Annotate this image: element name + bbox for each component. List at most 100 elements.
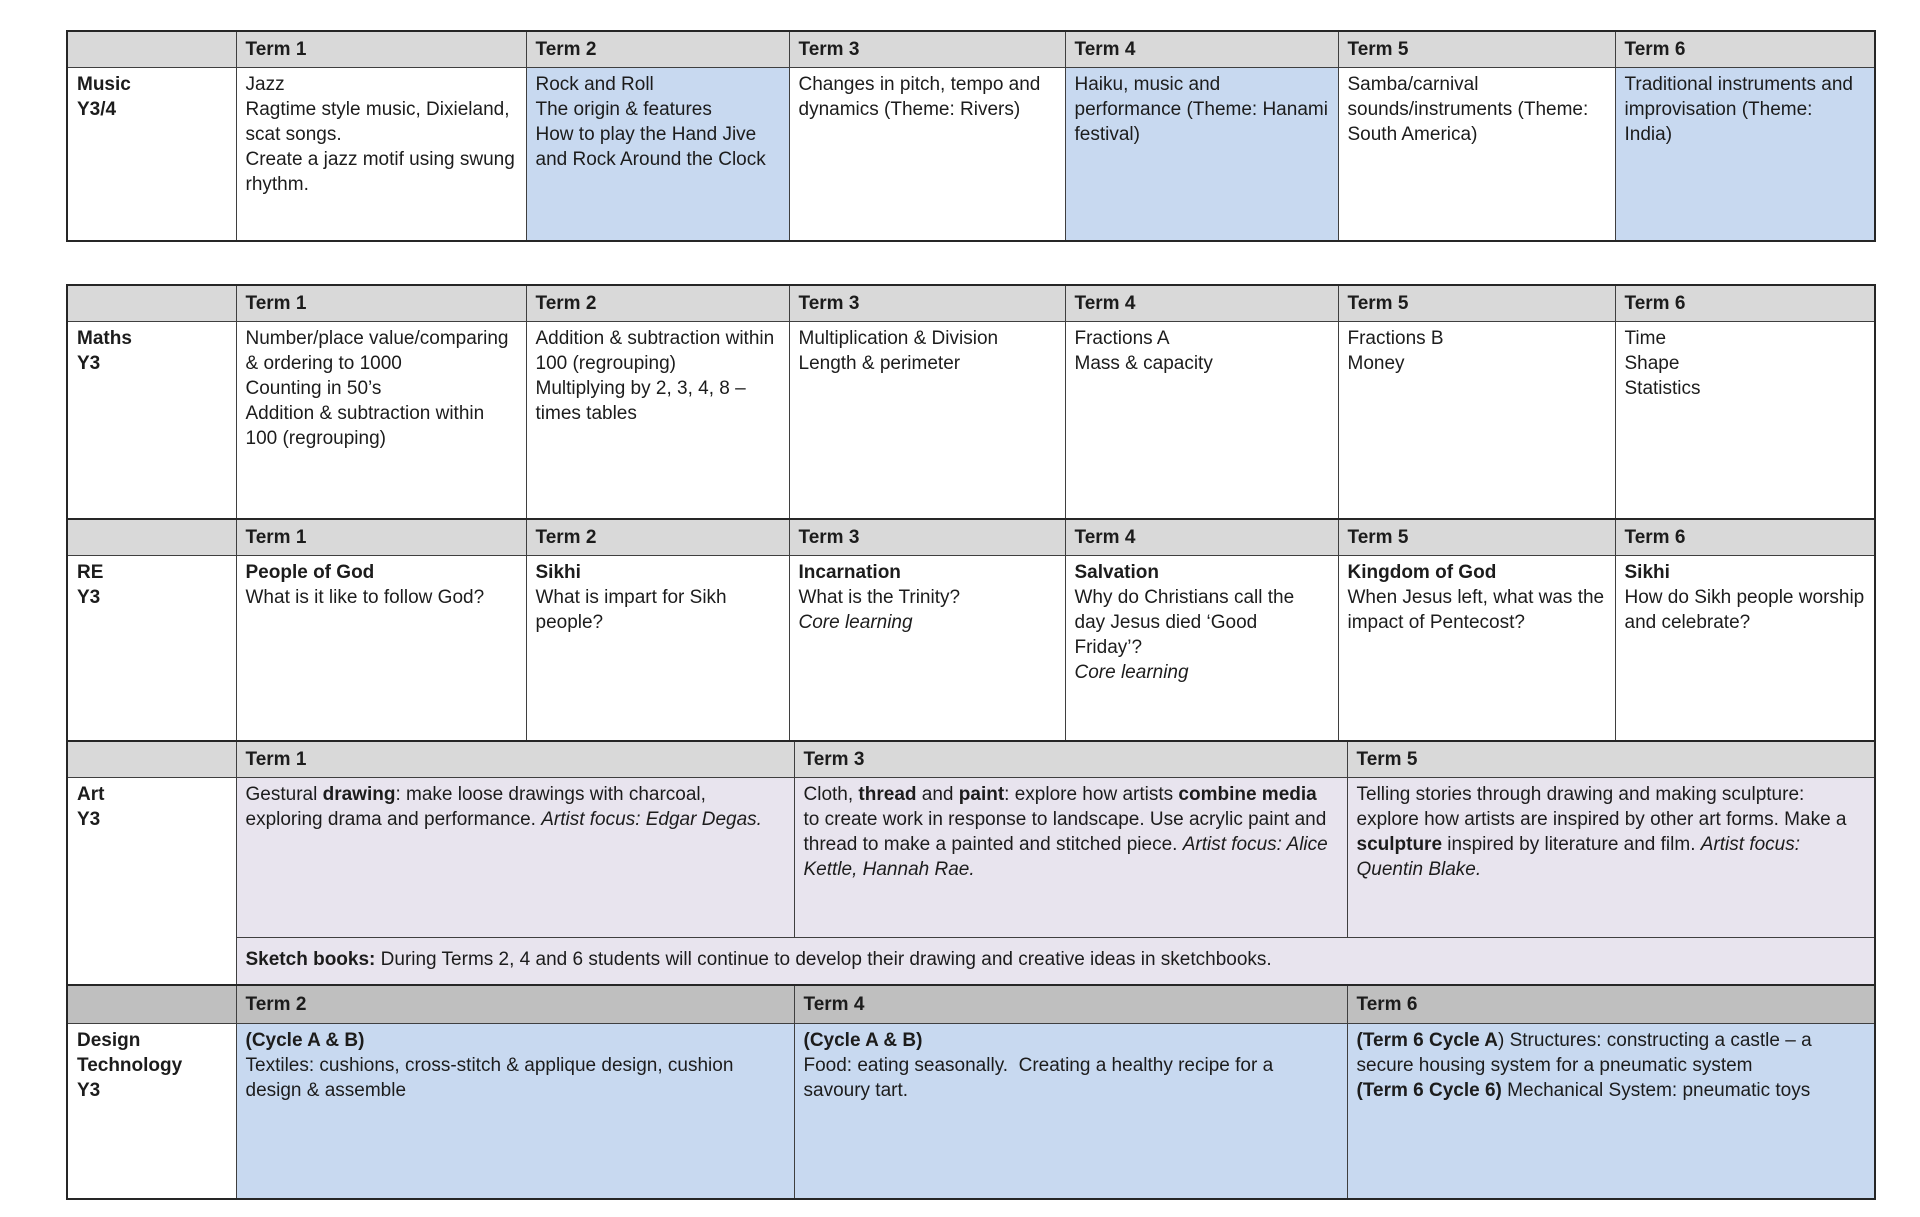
text-segment: Sketch books:: [245, 949, 376, 971]
maths-term-header-2: Term 2: [525, 284, 790, 322]
subject-line: Technology: [77, 1054, 183, 1076]
text-segment: Addition & subtraction within 100 (regro…: [535, 327, 780, 374]
music-paragraph: Create a jazz motif using swung rhythm.: [246, 147, 517, 197]
re-paragraph: Core learning: [799, 610, 1056, 635]
text-segment: During Terms 2, 4 and 6 students will co…: [375, 949, 1272, 971]
text-segment: Haiku, music and performance (Theme: Han…: [1074, 73, 1334, 145]
re-paragraph: People of God: [246, 560, 517, 585]
text-segment: Number/place value/comparing & ordering …: [245, 327, 514, 374]
text-segment: Multiplying by 2, 3, 4, 8 – times tables: [535, 377, 751, 424]
text-segment: to create work in response to landscape.…: [803, 783, 1332, 855]
text-segment: Jazz: [245, 73, 285, 95]
text-segment: What is the Trinity?: [798, 586, 961, 608]
text-segment: Core learning: [1074, 661, 1189, 683]
text-segment: Artist focus: Quentin Blake.: [1356, 833, 1806, 880]
text-segment: The origin & features: [535, 98, 712, 120]
art-paragraph: Gestural drawing: make loose drawings wi…: [246, 782, 785, 832]
text-segment: Traditional instruments and improvisatio…: [1624, 73, 1859, 145]
text-segment: Sikhi: [535, 561, 581, 583]
music-term-header-3: Term 3: [788, 30, 1066, 68]
music-term-header-1: Term 1: [235, 30, 527, 68]
maths-curriculum-table: Term 1 Term 2 Term 3 Term 4 Term 5 Term 6 Math…: [66, 284, 1920, 520]
text-segment: Shape: [1624, 352, 1680, 374]
text-segment: How to play the Hand Jive and Rock Aroun…: [535, 123, 766, 170]
text-segment: Gestural: [245, 783, 323, 805]
text-segment: Mechanical System: pneumatic toys: [1501, 1079, 1811, 1101]
dt-body-row: Design Technology Y3 (Cycle A & B) Textiles:…: [66, 1022, 1876, 1200]
maths-term-header-1: Term 1: [235, 284, 527, 322]
text-segment: Artist focus: Edgar Degas.: [541, 808, 762, 830]
re-paragraph: Sikhi: [1625, 560, 1866, 585]
text-segment: How do Sikh people worship and celebrate…: [1624, 586, 1870, 633]
text-segment: People of God: [245, 561, 375, 583]
art-note-cell: Sketch books: During Terms 2, 4 and 6 st…: [235, 936, 1876, 986]
maths-cell-5: Fractions B Money: [1337, 320, 1616, 520]
dt-table-grid: Term 2 Term 4 Term 6 Design Technology Y3 (Cyc…: [66, 984, 1876, 1200]
text-segment: Mass & capacity: [1074, 352, 1213, 374]
text-segment: inspired by literature and film.: [1442, 833, 1701, 855]
maths-table-grid: Term 1 Term 2 Term 3 Term 4 Term 5 Term 6 Math…: [66, 284, 1876, 520]
subject-line: RE: [77, 561, 104, 583]
music-paragraph: Traditional instruments and improvisatio…: [1625, 72, 1866, 147]
maths-paragraph: Statistics: [1625, 376, 1866, 401]
music-paragraph: The origin & features: [536, 97, 780, 122]
re-paragraph: When Jesus left, what was the impact of …: [1348, 585, 1606, 635]
re-corner-cell: [66, 518, 237, 556]
re-paragraph: How do Sikh people worship and celebrate…: [1625, 585, 1866, 635]
music-term-header-6: Term 6: [1614, 30, 1876, 68]
maths-paragraph: Mass & capacity: [1075, 351, 1329, 376]
music-cell-4: Haiku, music and performance (Theme: Han…: [1064, 66, 1339, 242]
re-paragraph: What is it like to follow God?: [246, 585, 517, 610]
re-cell-5: Kingdom of God When Jesus left, what was …: [1337, 554, 1616, 742]
art-table-grid: Term 1 Term 3 Term 5 Art Y3 Gestural drawing:…: [66, 740, 1876, 986]
text-segment: paint: [958, 783, 1005, 805]
text-segment: Incarnation: [798, 561, 901, 583]
text-segment: and: [916, 783, 959, 805]
text-segment: (Cycle A & B): [803, 1029, 923, 1051]
text-segment: Addition & subtraction within 100 (regro…: [245, 402, 490, 449]
re-term-header-4: Term 4: [1064, 518, 1339, 556]
subject-line: Y3: [77, 586, 101, 608]
re-term-header-5: Term 5: [1337, 518, 1616, 556]
maths-paragraph: Time: [1625, 326, 1866, 351]
music-paragraph: Jazz: [246, 72, 517, 97]
re-term-header-6: Term 6: [1614, 518, 1876, 556]
subject-line: Art: [77, 783, 105, 805]
re-paragraph: Kingdom of God: [1348, 560, 1606, 585]
art-term-header-1: Term 1: [235, 740, 795, 778]
art-paragraph: Cloth, thread and paint: explore how art…: [804, 782, 1338, 882]
subject-line: Y3/4: [77, 98, 117, 120]
re-cell-6: Sikhi How do Sikh people worship and cele…: [1614, 554, 1876, 742]
maths-subject-cell: Maths Y3: [66, 320, 237, 520]
subject-line: Design: [77, 1029, 141, 1051]
re-header-row: Term 1 Term 2 Term 3 Term 4 Term 5 Term 6: [66, 518, 1876, 556]
music-table-grid: Term 1 Term 2 Term 3 Term 4 Term 5 Term 6 Musi…: [66, 30, 1876, 242]
maths-cell-6: Time Shape Statistics: [1614, 320, 1876, 520]
subject-line: Y3: [77, 808, 101, 830]
art-note-paragraph: Sketch books: During Terms 2, 4 and 6 st…: [246, 947, 1866, 972]
text-segment: ) Structures: constructing a castle – a …: [1356, 1029, 1817, 1076]
dt-cell-1: (Cycle A & B) Textiles: cushions, cross-s…: [235, 1022, 795, 1200]
re-term-header-2: Term 2: [525, 518, 790, 556]
maths-term-header-3: Term 3: [788, 284, 1066, 322]
re-cell-3: Incarnation What is the Trinity? Core lear…: [788, 554, 1066, 742]
music-body-row: Music Y3/4 Jazz Ragtime style music, Dixiel…: [66, 66, 1876, 242]
maths-corner-cell: [66, 284, 237, 322]
music-paragraph: Haiku, music and performance (Theme: Han…: [1075, 72, 1329, 147]
dt-cell-2: (Cycle A & B) Food: eating seasonally. Cr…: [793, 1022, 1348, 1200]
maths-paragraph: Fractions B: [1348, 326, 1606, 351]
re-paragraph: Sikhi: [536, 560, 780, 585]
music-term-header-4: Term 4: [1064, 30, 1339, 68]
text-segment: thread: [858, 783, 917, 805]
text-segment: Multiplication & Division: [798, 327, 999, 349]
text-segment: Food: eating seasonally. Creating a heal…: [803, 1054, 1279, 1101]
text-segment: (Cycle A & B): [245, 1029, 365, 1051]
re-paragraph: Why do Christians call the day Jesus die…: [1075, 585, 1329, 660]
text-segment: Create a jazz motif using swung rhythm.: [245, 148, 521, 195]
music-header-row: Term 1 Term 2 Term 3 Term 4 Term 5 Term 6: [66, 30, 1876, 68]
text-segment: (Term 6 Cycle 6): [1356, 1079, 1502, 1101]
music-curriculum-table: Term 1 Term 2 Term 3 Term 4 Term 5 Term 6 Musi…: [66, 30, 1920, 242]
re-paragraph: What is the Trinity?: [799, 585, 1056, 610]
text-segment: : make loose drawings with charcoal, exp…: [245, 783, 712, 830]
